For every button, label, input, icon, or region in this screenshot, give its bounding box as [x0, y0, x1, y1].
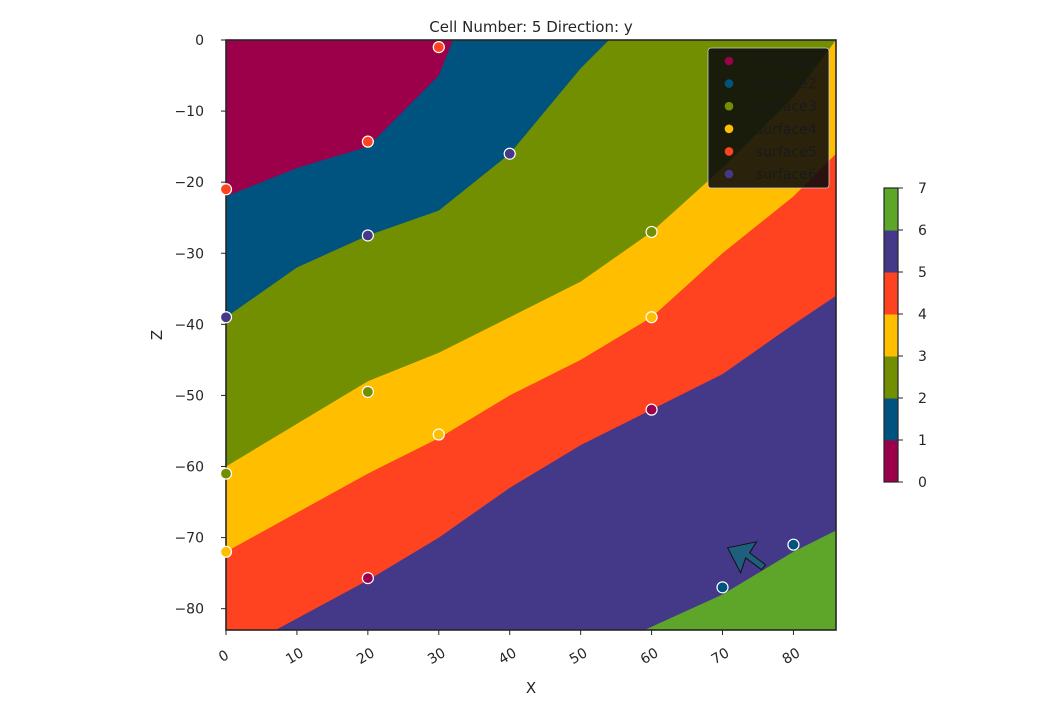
y-tick-label: −30: [174, 246, 204, 262]
colorbar-segment: [884, 398, 898, 441]
colorbar-tick-label: 2: [918, 391, 927, 407]
plot-frame: [225, 39, 837, 631]
y-tick-label: −70: [174, 531, 204, 547]
legend-box: [707, 47, 830, 189]
legend: surface1 surface2 surface3 surface4 surface5…: [707, 47, 830, 189]
legend-marker: [724, 169, 734, 179]
unit-band-0: [226, 40, 453, 197]
surface-point: [361, 135, 374, 148]
surface-point: [361, 572, 374, 585]
x-tick-label: 30: [425, 645, 448, 668]
y-tick-label: −20: [174, 175, 204, 191]
legend-marker: [724, 101, 734, 111]
colorbar-segment: [884, 230, 898, 273]
x-tick-label: 80: [780, 645, 803, 668]
colorbar-tick-label: 5: [918, 265, 927, 281]
y-tick-label: −50: [174, 388, 204, 404]
colorbar-segment: [884, 188, 898, 231]
surface-points: [219, 41, 800, 594]
x-tick-label: 60: [638, 645, 661, 668]
legend-marker: [724, 56, 734, 66]
surface-point: [432, 428, 445, 441]
surface-point: [432, 41, 445, 54]
y-axis-label: Z: [148, 330, 166, 340]
colorbar-segment: [884, 314, 898, 357]
chart-title: Cell Number: 5 Direction: y: [429, 18, 633, 36]
colorbar-tick-label: 7: [918, 181, 927, 197]
x-tick-label: 70: [709, 645, 732, 668]
x-axis-label: X: [526, 679, 536, 697]
colorbar-tick-label: 6: [918, 223, 927, 239]
colorbar-frame: [883, 187, 899, 483]
surface-point: [645, 311, 658, 324]
surface-point: [645, 225, 658, 239]
x-tick-label: 10: [283, 645, 306, 668]
legend-label: surface2: [756, 77, 817, 93]
colorbar-tick-label: 3: [918, 349, 927, 365]
x-tick-label: 20: [354, 645, 377, 668]
arrow-shape: [726, 541, 767, 575]
legend-label: surface4: [756, 122, 817, 138]
legend-marker: [724, 147, 734, 156]
y-tick-label: −10: [174, 104, 204, 120]
x-tick-label: 40: [496, 645, 519, 668]
surface-point: [361, 229, 374, 242]
colorbar-segment: [884, 272, 898, 315]
y-tick-label: 0: [195, 33, 204, 49]
surface-point: [361, 385, 374, 398]
colorbar-segment: [884, 440, 898, 483]
colorbar-tick-label: 0: [918, 475, 927, 491]
colorbar-tick-label: 4: [918, 307, 927, 323]
legend-marker: [724, 79, 734, 88]
surface-point: [219, 545, 233, 558]
colorbar-segment: [884, 356, 898, 399]
y-tick-label: −80: [174, 602, 204, 618]
legend-label: surface6: [756, 167, 817, 183]
surface-point: [645, 403, 658, 416]
x-axis-ticks: 0 10 20 30 40 50 60 70 80: [216, 630, 803, 668]
x-tick-label: 50: [567, 645, 590, 668]
legend-label: surface3: [756, 99, 817, 115]
surface-point: [219, 311, 233, 324]
colorbar-tick-label: 1: [918, 433, 927, 449]
y-axis-ticks: 0 −10 −20 −30 −40 −50 −60 −70 −80: [174, 33, 226, 618]
surface-point: [219, 467, 233, 480]
surface-point: [503, 147, 516, 160]
surface-point: [219, 183, 233, 196]
legend-label: surface5: [756, 144, 817, 160]
legend-marker: [724, 124, 734, 134]
orientation-arrow-icon: [726, 541, 767, 575]
x-tick-label: 0: [216, 647, 232, 665]
y-tick-label: −60: [174, 460, 204, 476]
y-tick-label: −40: [174, 317, 204, 333]
legend-label: surface1: [756, 54, 817, 70]
surface-point: [716, 581, 729, 594]
colorbar: 0 1 2 3 4 5 6 7: [883, 181, 927, 491]
surface-point: [787, 538, 800, 551]
